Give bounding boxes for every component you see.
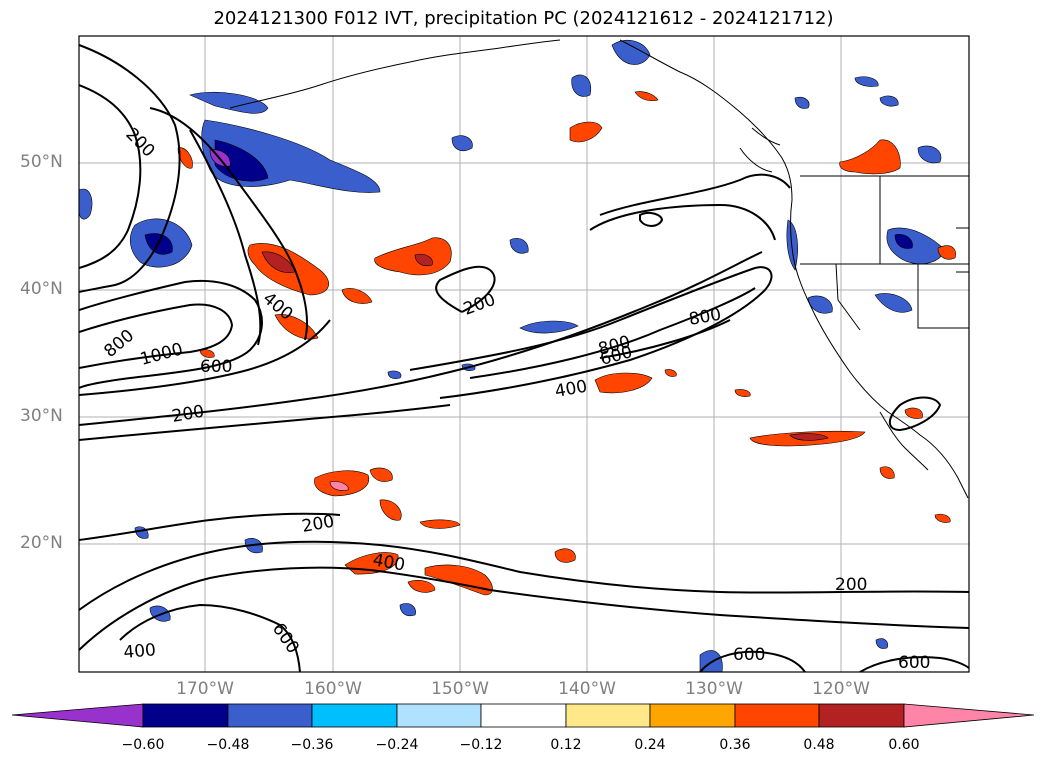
contour-label: 200: [835, 575, 867, 595]
contour-label: 200: [121, 124, 158, 161]
colorbar: [11, 703, 1035, 728]
colorbar-tick-label: 0.60: [888, 737, 920, 753]
contour-label: 400: [553, 377, 588, 402]
lon-label: 130°W: [685, 679, 743, 699]
colorbar-extend-right: [903, 703, 1035, 728]
contour-label: 400: [123, 640, 157, 663]
lat-label: 50°N: [20, 152, 63, 172]
colorbar-swatch: [565, 703, 651, 728]
colorbar-swatch: [734, 703, 820, 728]
lon-label: 150°W: [431, 679, 489, 699]
colorbar-tick-label: 0.36: [719, 737, 751, 753]
contour-label: 200: [461, 290, 498, 320]
contour-label: 1000: [138, 339, 185, 370]
colorbar-swatch: [396, 703, 482, 728]
negative-precip-areas: [79, 39, 946, 672]
lat-label: 20°N: [20, 533, 63, 553]
contour-label: 600: [268, 619, 303, 657]
colorbar-tick-label: 0.48: [803, 737, 835, 753]
colorbar-swatch: [480, 703, 567, 728]
contour-labels: 200 400 800 1000 600 200 200 800 800 600…: [100, 124, 930, 673]
positive-precip-areas: [177, 91, 956, 596]
ivt-contours: [79, 44, 969, 672]
lat-label: 30°N: [20, 406, 63, 426]
coastlines: [229, 39, 969, 499]
lat-label: 40°N: [20, 279, 63, 299]
colorbar-swatch: [311, 703, 398, 728]
colorbar-tick-label: −0.48: [206, 737, 250, 753]
colorbar-swatch: [227, 703, 313, 728]
lon-label: 120°W: [812, 679, 870, 699]
contour-label: 600: [898, 653, 930, 673]
colorbar-tick-label: −0.60: [121, 737, 165, 753]
colorbar-extend-left: [11, 703, 144, 728]
colorbar-tick-label: −0.36: [290, 737, 334, 753]
lon-label: 140°W: [558, 679, 616, 699]
colorbar-tick-label: −0.24: [375, 737, 419, 753]
map-title: 2024121300 F012 IVT, precipitation PC (2…: [213, 8, 834, 29]
colorbar-tick-label: 0.12: [550, 737, 582, 753]
contour-label: 200: [170, 402, 205, 427]
map-frame: [78, 35, 970, 673]
lon-label: 160°W: [304, 679, 362, 699]
contour-label: 200: [300, 512, 335, 537]
lon-label: 170°W: [176, 679, 234, 699]
contour-label: 800: [100, 326, 138, 362]
contour-label: 600: [733, 645, 765, 665]
colorbar-swatch: [818, 703, 905, 728]
colorbar-swatch: [649, 703, 736, 728]
colorbar-tick-label: −0.12: [459, 737, 503, 753]
contour-label: 600: [200, 357, 232, 377]
colorbar-tick-label: 0.24: [634, 737, 666, 753]
colorbar-swatch: [142, 703, 229, 728]
